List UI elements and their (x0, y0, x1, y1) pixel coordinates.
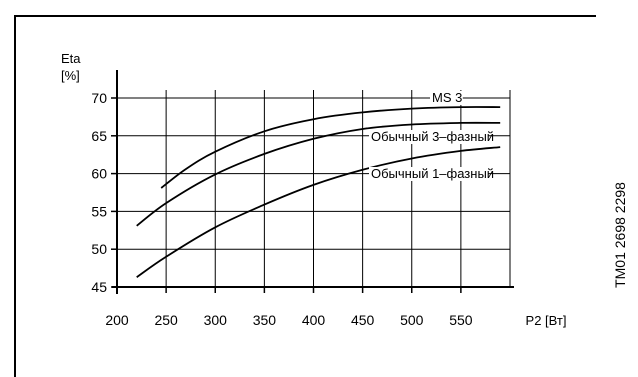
series-label-ms3: MS 3 (432, 90, 462, 105)
y-tick-label: 70 (91, 90, 107, 106)
series-layer (136, 106, 501, 278)
x-tick-label: 450 (351, 312, 375, 328)
series-label-bg (369, 167, 489, 181)
series-label-single-phase: Обычный 1–фазный (371, 166, 494, 181)
series-line-single-phase (136, 146, 501, 278)
y-tick-label: 60 (91, 166, 107, 182)
series-label-three-phase: Обычный 3–фазный (371, 129, 494, 144)
x-tick-label: 200 (105, 312, 129, 328)
x-tick-label: 350 (253, 312, 277, 328)
series-line-three-phase (136, 121, 501, 227)
efficiency-chart: 45 50 55 60 65 70 200 250 300 350 400 450 500 550 P2 [… (61, 51, 566, 328)
x-tick-label: 300 (204, 312, 228, 328)
y-tick-label: 50 (91, 241, 107, 257)
y-tick-label: 45 (91, 279, 107, 295)
y-tick-label: 55 (91, 203, 107, 219)
x-tick-label: 500 (400, 312, 424, 328)
x-tick-label: 550 (449, 312, 473, 328)
series-label-bg (369, 130, 489, 144)
y-axis-label: Eta (61, 51, 81, 66)
y-axis-unit: [%] (61, 68, 80, 83)
labels-layer: MS 3 Обычный 3–фазный Обычный 1–фазный (369, 90, 494, 181)
series-line-ms3 (160, 106, 501, 189)
y-tick-label: 65 (91, 128, 107, 144)
chart-frame (14, 15, 596, 377)
x-tick-label: 400 (302, 312, 326, 328)
side-code: TM01 2698 2298 (612, 182, 628, 288)
series-label-bg (430, 91, 463, 105)
x-axis-label: P2 [Вт] (526, 313, 567, 328)
axes-layer: 45 50 55 60 65 70 200 250 300 350 400 450 500 550 P2 [… (91, 70, 566, 328)
x-tick-label: 250 (154, 312, 178, 328)
